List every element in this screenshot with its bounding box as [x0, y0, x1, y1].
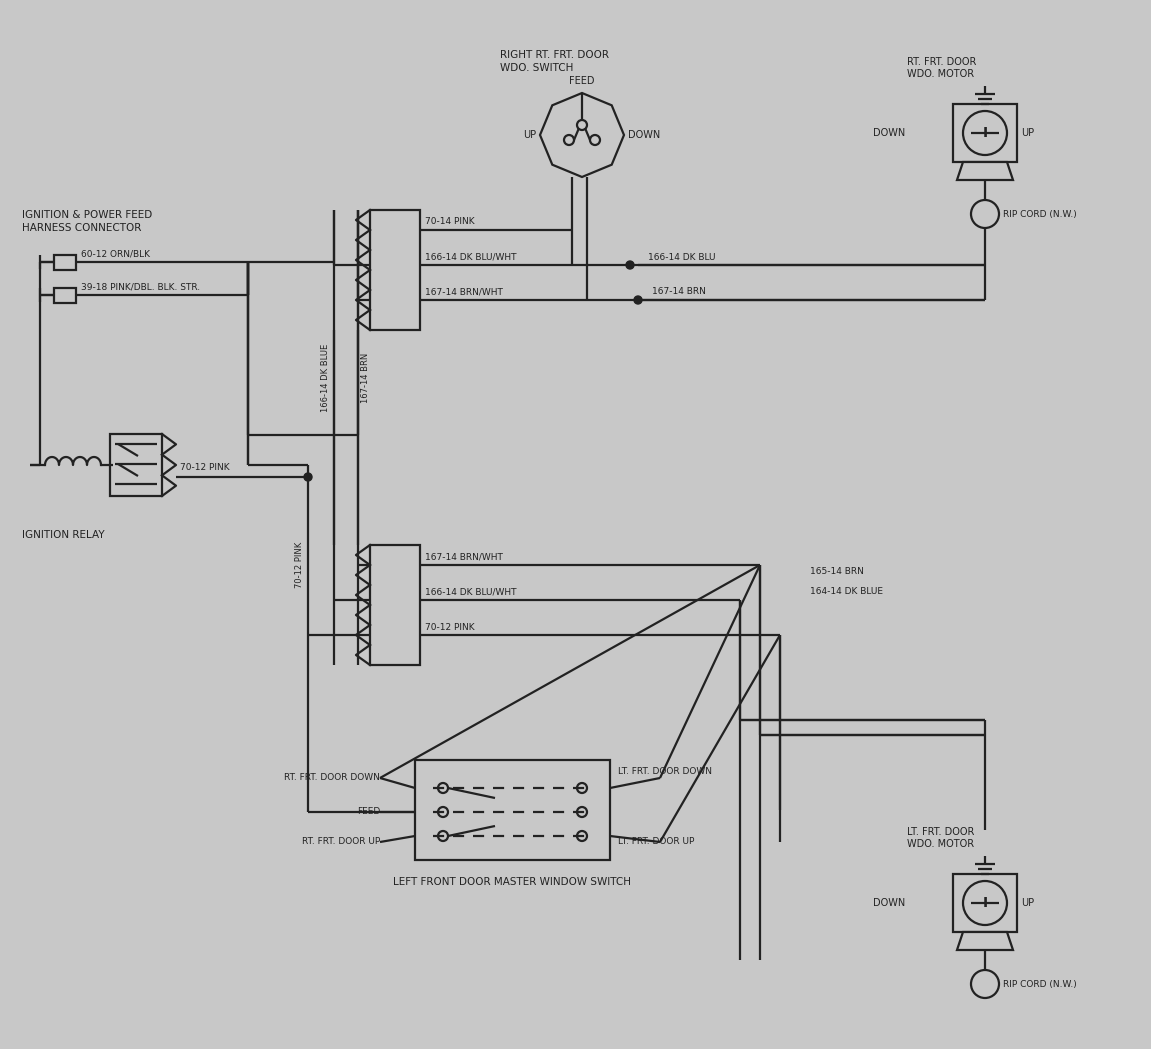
- Bar: [953, 104, 1017, 162]
- Polygon shape: [956, 162, 1013, 180]
- Text: DOWN: DOWN: [628, 130, 661, 140]
- Text: UP: UP: [523, 130, 536, 140]
- Circle shape: [439, 831, 448, 841]
- Text: UP: UP: [1021, 898, 1034, 908]
- Text: UP: UP: [1021, 128, 1034, 138]
- Text: RT. FRT. DOOR UP: RT. FRT. DOOR UP: [302, 837, 380, 847]
- Text: DOWN: DOWN: [872, 898, 905, 908]
- Circle shape: [439, 783, 448, 793]
- Bar: [369, 545, 420, 665]
- Bar: [369, 210, 420, 330]
- Text: I: I: [983, 896, 988, 909]
- Circle shape: [971, 970, 999, 998]
- Text: IGNITION RELAY: IGNITION RELAY: [22, 530, 105, 540]
- Text: RT. FRT. DOOR: RT. FRT. DOOR: [907, 57, 976, 67]
- Text: 70-14 PINK: 70-14 PINK: [425, 217, 474, 227]
- Text: 166-14 DK BLU/WHT: 166-14 DK BLU/WHT: [425, 587, 517, 597]
- Text: DOWN: DOWN: [872, 128, 905, 138]
- Circle shape: [971, 200, 999, 228]
- Circle shape: [590, 135, 600, 145]
- Circle shape: [626, 261, 634, 269]
- Text: 167-14 BRN/WHT: 167-14 BRN/WHT: [425, 287, 503, 297]
- Text: WDO. SWITCH: WDO. SWITCH: [500, 63, 573, 73]
- Text: 39-18 PINK/DBL. BLK. STR.: 39-18 PINK/DBL. BLK. STR.: [81, 282, 200, 292]
- Text: 166-14 DK BLU/WHT: 166-14 DK BLU/WHT: [425, 253, 517, 261]
- Text: LT. FRT. DOOR UP: LT. FRT. DOOR UP: [618, 837, 694, 847]
- Bar: [54, 255, 76, 270]
- Circle shape: [304, 473, 312, 481]
- Text: RIP CORD (N.W.): RIP CORD (N.W.): [1003, 980, 1076, 988]
- Text: 167-14 BRN/WHT: 167-14 BRN/WHT: [425, 553, 503, 561]
- Text: LEFT FRONT DOOR MASTER WINDOW SWITCH: LEFT FRONT DOOR MASTER WINDOW SWITCH: [394, 877, 632, 887]
- Text: LT. FRT. DOOR DOWN: LT. FRT. DOOR DOWN: [618, 768, 712, 776]
- Circle shape: [577, 120, 587, 130]
- Text: RIP CORD (N.W.): RIP CORD (N.W.): [1003, 210, 1076, 218]
- Circle shape: [577, 831, 587, 841]
- Circle shape: [963, 881, 1007, 925]
- Text: 70-12 PINK: 70-12 PINK: [296, 542, 305, 588]
- Text: 164-14 DK BLUE: 164-14 DK BLUE: [810, 587, 883, 597]
- Circle shape: [439, 807, 448, 817]
- Circle shape: [577, 807, 587, 817]
- Text: 167-14 BRN: 167-14 BRN: [651, 287, 706, 297]
- Text: RIGHT RT. FRT. DOOR: RIGHT RT. FRT. DOOR: [500, 50, 609, 60]
- Circle shape: [564, 135, 574, 145]
- Text: RT. FRT. DOOR DOWN: RT. FRT. DOOR DOWN: [284, 773, 380, 783]
- Text: IGNITION & POWER FEED: IGNITION & POWER FEED: [22, 210, 152, 220]
- Circle shape: [963, 111, 1007, 155]
- Bar: [54, 288, 76, 303]
- Text: WDO. MOTOR: WDO. MOTOR: [907, 839, 974, 849]
- Bar: [953, 874, 1017, 932]
- Text: 166-14 DK BLUE: 166-14 DK BLUE: [321, 343, 330, 411]
- Text: 167-14 BRN: 167-14 BRN: [361, 352, 371, 403]
- Circle shape: [577, 783, 587, 793]
- Text: 165-14 BRN: 165-14 BRN: [810, 566, 864, 576]
- Text: 60-12 ORN/BLK: 60-12 ORN/BLK: [81, 250, 150, 258]
- Bar: [416, 759, 610, 860]
- Text: 70-12 PINK: 70-12 PINK: [180, 463, 230, 471]
- Text: HARNESS CONNECTOR: HARNESS CONNECTOR: [22, 223, 142, 233]
- Circle shape: [634, 296, 642, 304]
- Text: 166-14 DK BLU: 166-14 DK BLU: [648, 253, 716, 261]
- Text: LT. FRT. DOOR: LT. FRT. DOOR: [907, 827, 975, 837]
- Polygon shape: [956, 932, 1013, 950]
- Text: WDO. MOTOR: WDO. MOTOR: [907, 69, 974, 79]
- Polygon shape: [540, 93, 624, 177]
- Text: FEED: FEED: [357, 808, 380, 816]
- Text: FEED: FEED: [570, 76, 595, 86]
- Bar: [110, 434, 162, 496]
- Text: I: I: [983, 126, 988, 140]
- Text: 70-12 PINK: 70-12 PINK: [425, 622, 474, 631]
